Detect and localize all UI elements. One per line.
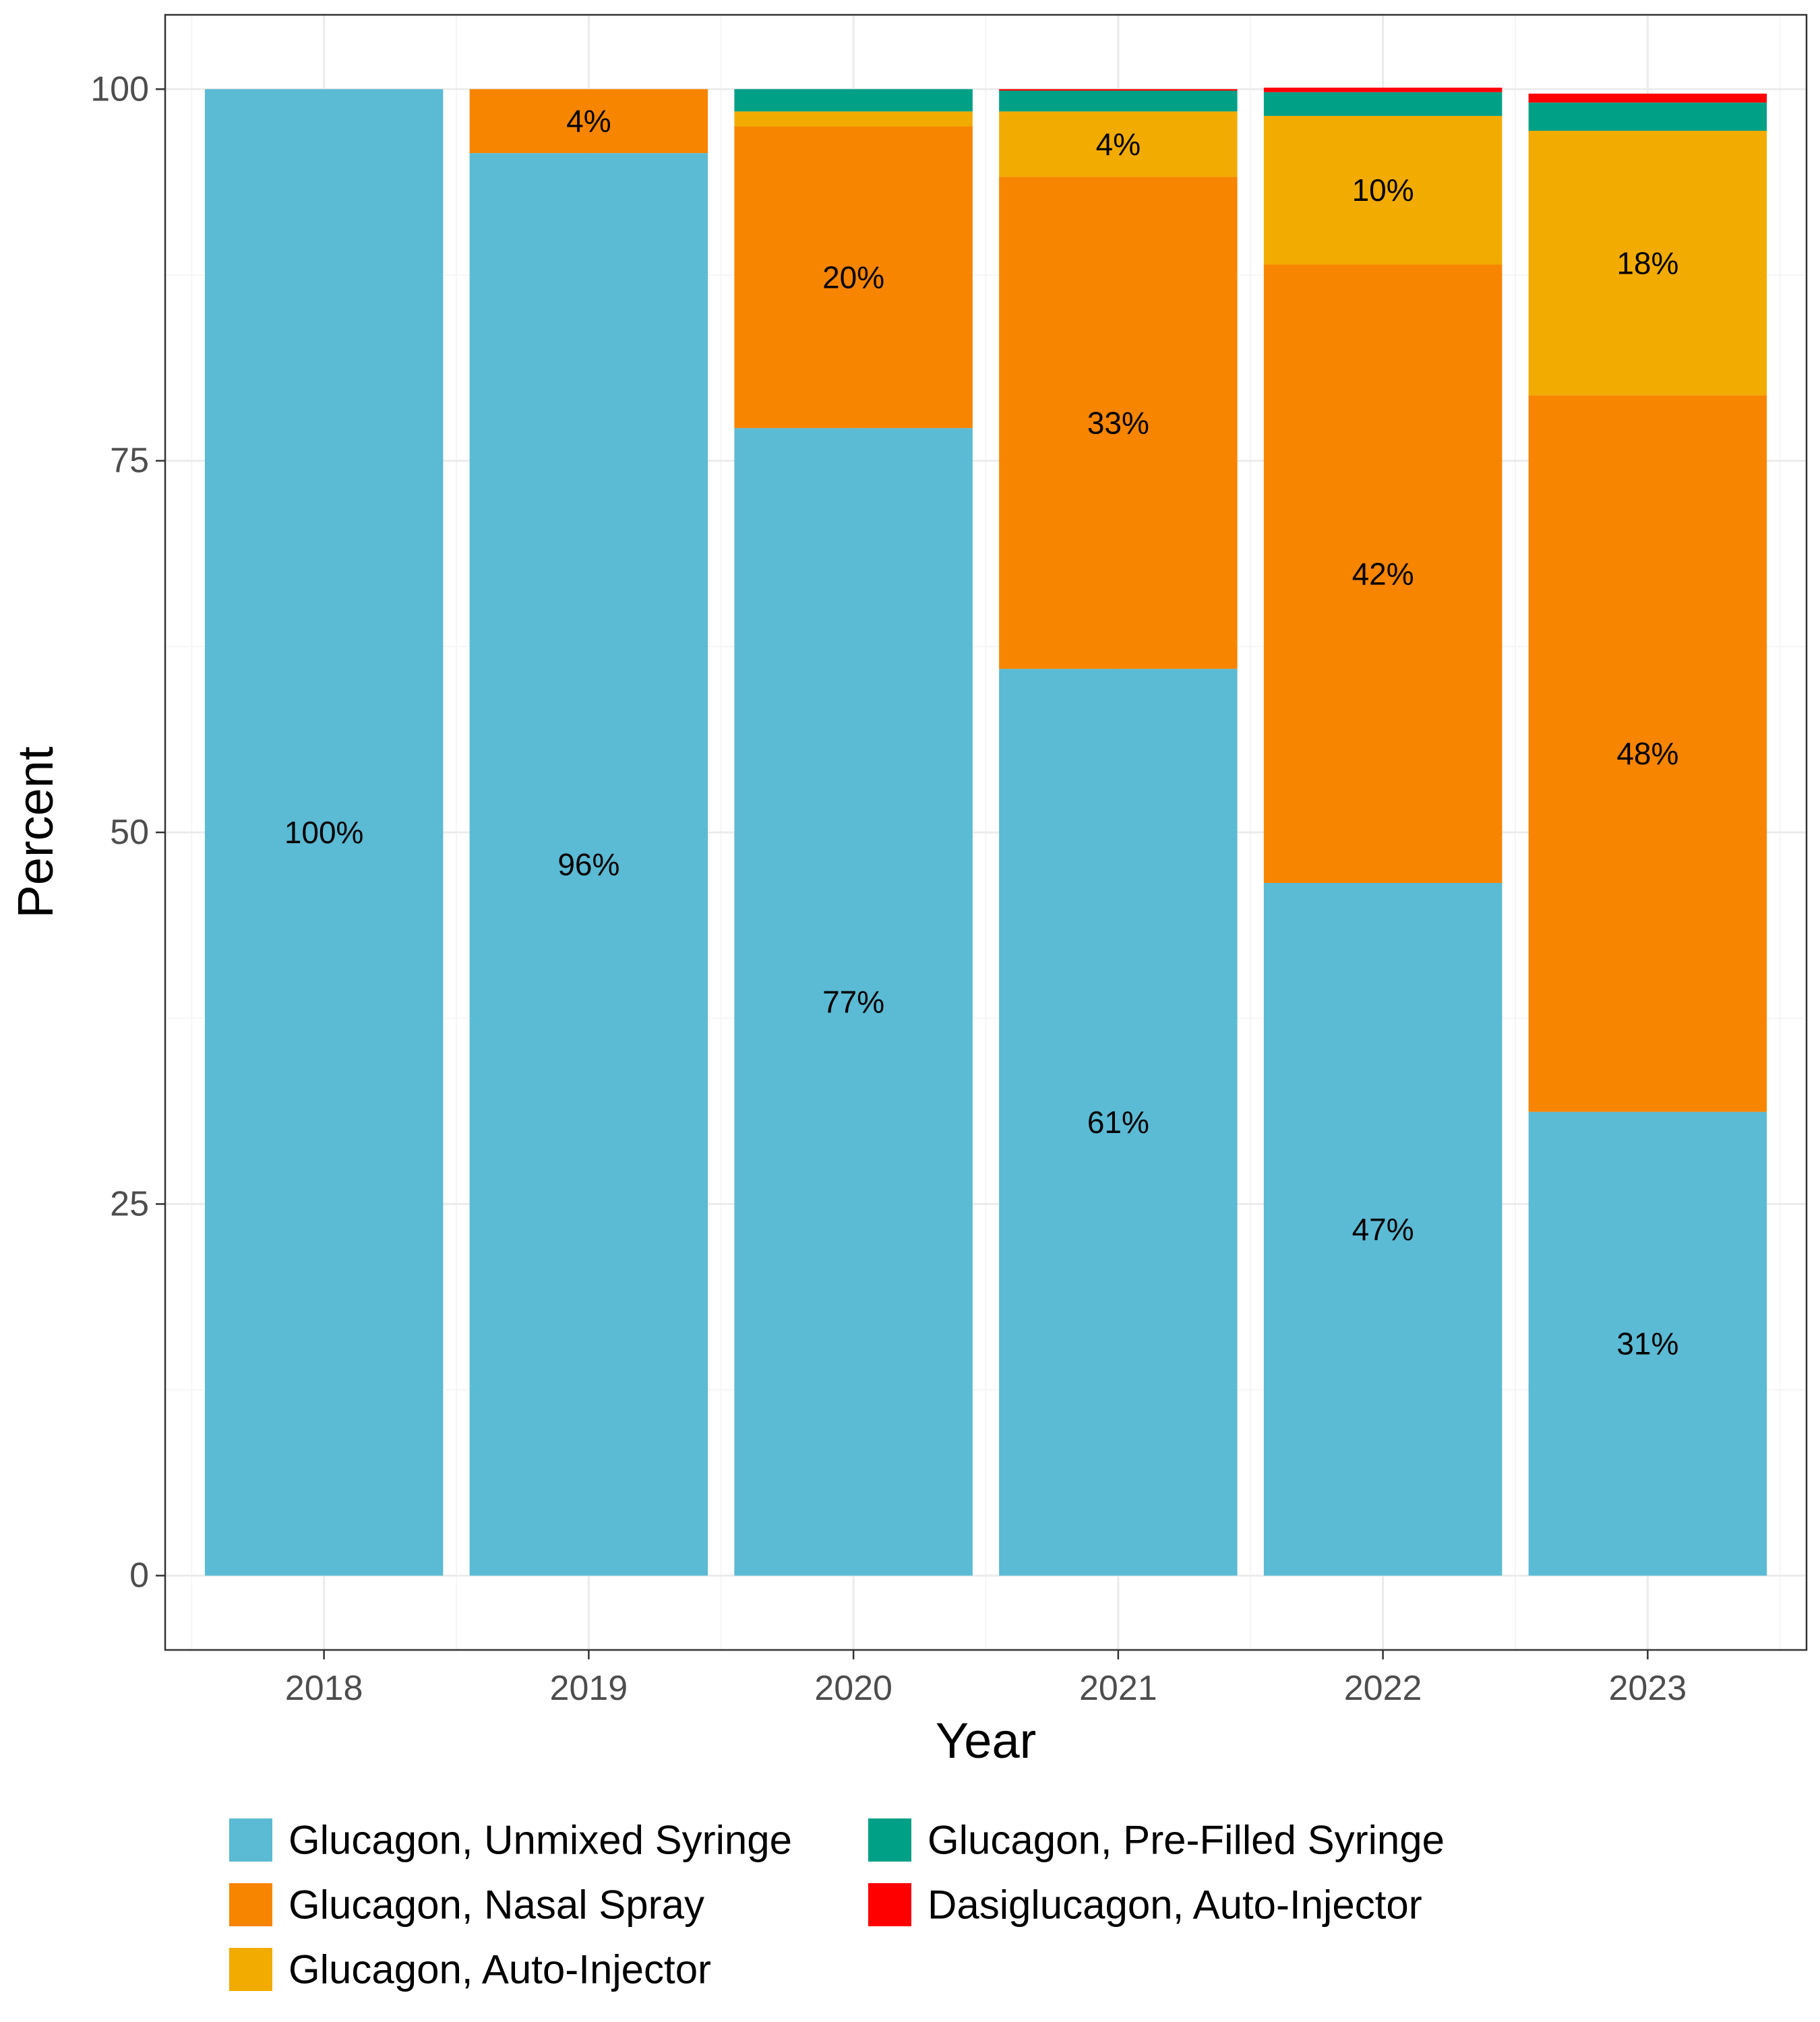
bar-segment-2023-4 [1528,93,1767,103]
bar-segment-2021-1 [999,177,1238,669]
legend-label: Glucagon, Nasal Spray [289,1882,704,1928]
bar-segment-2023-2 [1528,131,1767,396]
legend-key [229,1818,272,1862]
bar-data-label: 20% [822,259,884,295]
bar-segment-2021-2 [999,111,1238,177]
bar-segment-2020-1 [734,126,973,429]
bar-data-label: 77% [822,984,884,1019]
legend-key [229,1883,272,1926]
y-tick-label: 50 [110,813,149,852]
bar-data-label: 33% [1087,405,1149,440]
y-tick-label: 100 [90,69,149,109]
legend-label: Glucagon, Auto-Injector [289,1947,711,1992]
bar-data-label: 48% [1616,736,1678,771]
legend-key [229,1948,272,1991]
bar-data-label: 10% [1352,173,1414,208]
bar-segment-2020-0 [734,428,973,1576]
x-tick-label: 2023 [1609,1669,1687,1708]
bar-segment-2020-2 [734,111,973,127]
bar-segment-2022-0 [1263,882,1503,1576]
legend-label: Dasiglucagon, Auto-Injector [928,1882,1422,1928]
y-tick-label: 0 [129,1556,149,1595]
bar-data-label: 100% [284,815,364,850]
bar-segment-2021-0 [999,669,1238,1576]
x-tick-label: 2018 [285,1669,363,1708]
bar-segment-2018-0 [204,89,444,1576]
bar-data-label: 96% [557,847,619,882]
bar-segment-2023-3 [1528,102,1767,131]
y-tick-label: 25 [110,1184,149,1223]
bar-segment-2023-1 [1528,395,1767,1112]
bar-data-label: 18% [1616,245,1678,280]
legend-key [868,1883,911,1926]
x-tick-label: 2019 [550,1669,628,1708]
bars [204,88,1767,1576]
bar-data-label: 4% [566,104,611,139]
bar-segment-2019-0 [469,153,708,1576]
axes: 0 25 50 75 100 2018 2019 2020 2021 2022 2023 [90,69,1687,1708]
bar-segment-2022-2 [1263,115,1503,265]
bar-data-label: 47% [1352,1212,1414,1247]
legend-key [868,1818,911,1862]
legend: Glucagon, Unmixed Syringe Glucagon, Nasal… [229,1818,1445,1992]
y-tick-label: 75 [110,441,149,481]
bar-data-label: 31% [1616,1326,1678,1361]
bar-data-label: 4% [1096,127,1141,162]
bar-segment-2022-1 [1263,264,1503,883]
bar-segment-2021-3 [999,90,1238,112]
bar-segment-2022-4 [1263,88,1503,92]
bar-data-label: 61% [1087,1105,1149,1140]
x-tick-label: 2022 [1344,1669,1422,1708]
bar-segment-2019-1 [469,89,708,154]
x-axis-title: Year [936,1713,1037,1769]
x-tick-label: 2021 [1079,1669,1157,1708]
bar-labels: 100% 96% 4% 77% 20% 61% 33% 4% 47% 42% 10% 31% 48% 18… [284,104,1679,1361]
legend-label: Glucagon, Pre-Filled Syringe [928,1818,1445,1863]
legend-label: Glucagon, Unmixed Syringe [289,1818,792,1863]
bar-segment-2023-0 [1528,1111,1767,1576]
bar-segment-2021-4 [999,89,1238,91]
y-axis-title: Percent [7,746,63,918]
bar-segment-2020-3 [734,89,973,112]
bar-data-label: 42% [1352,556,1414,591]
bar-segment-2022-3 [1263,92,1503,116]
x-tick-label: 2020 [814,1669,892,1708]
